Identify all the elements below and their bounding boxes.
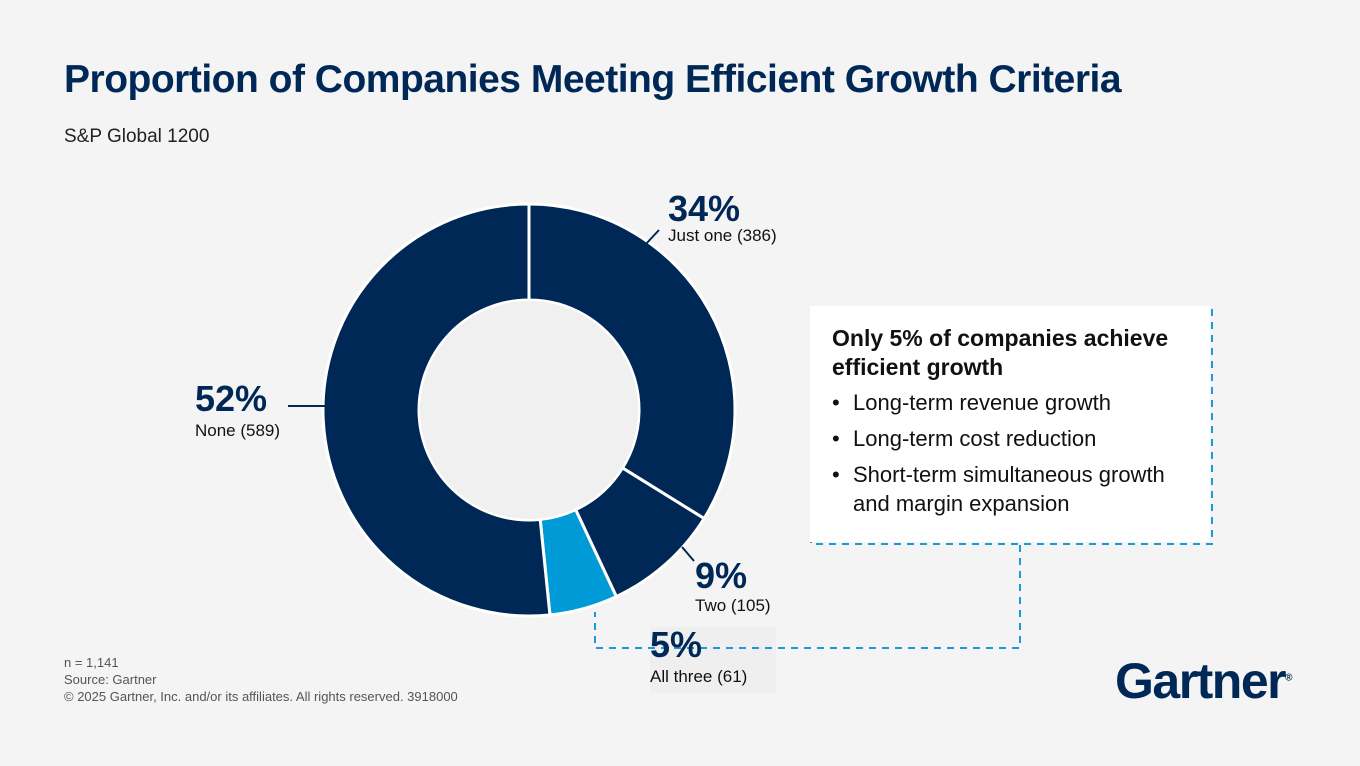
callout-heading: Only 5% of companies achieve efficient g… xyxy=(832,325,1169,380)
callout-item: Long-term cost reduction xyxy=(832,424,1193,453)
donut-hole xyxy=(420,301,638,519)
leader-line-two xyxy=(681,546,695,562)
chart-subtitle: S&P Global 1200 xyxy=(64,126,210,147)
just-one-label: Just one (386) xyxy=(668,226,777,245)
source: Source: Gartner xyxy=(64,672,157,687)
none-label: None (589) xyxy=(195,421,281,440)
gartner-logo: Gartner® xyxy=(1115,653,1293,709)
slice-none xyxy=(321,202,552,618)
two-percent: 9% xyxy=(695,555,748,596)
two-label: Two (105) xyxy=(695,596,771,615)
callout-list: Long-term revenue growth Long-term cost … xyxy=(832,388,1193,525)
logo-text: Gartner xyxy=(1115,653,1287,709)
callout-connector xyxy=(594,545,1021,649)
leader-line-just-one xyxy=(644,229,660,246)
chart-title: Proportion of Companies Meeting Efficien… xyxy=(64,58,1122,101)
all-three-label: All three (61) xyxy=(650,667,748,686)
callout-item: Short-term simultaneous growth and margi… xyxy=(832,460,1193,518)
sample-size: n = 1,141 xyxy=(64,655,119,670)
just-one-percent: 34% xyxy=(668,188,741,229)
callout-box: Only 5% of companies achieve efficient g… xyxy=(810,306,1210,542)
copyright: © 2025 Gartner, Inc. and/or its affiliat… xyxy=(64,689,458,704)
all-three-label-background xyxy=(650,627,776,693)
callout-item: Long-term revenue growth xyxy=(832,388,1193,417)
all-three-percent: 5% xyxy=(650,624,703,665)
footer: n = 1,141 Source: Gartner © 2025 Gartner… xyxy=(64,654,458,705)
none-percent: 52% xyxy=(195,378,268,419)
